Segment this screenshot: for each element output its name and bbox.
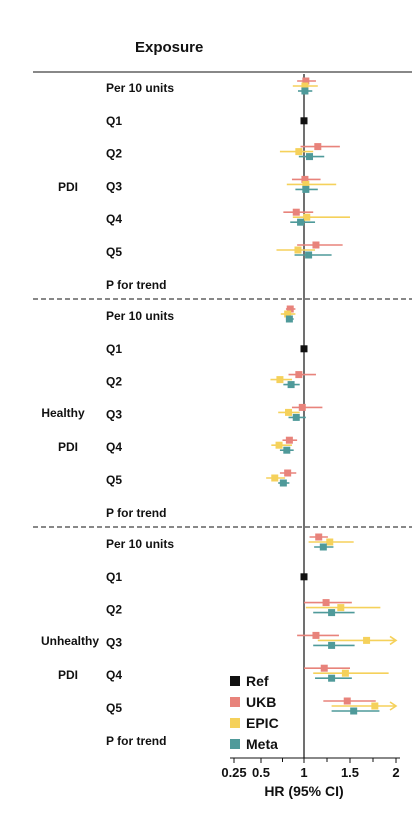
ref-marker [300,345,308,353]
point-estimate-meta [305,251,313,259]
row-label: Q1 [106,114,122,128]
group-label: PDI [58,180,78,194]
x-tick-label: 2 [392,765,399,780]
point-estimate-epic [371,702,379,710]
point-estimate-meta [328,674,336,682]
point-estimate-epic [271,474,279,482]
x-tick-label: 1.5 [341,765,359,780]
legend-label-ref: Ref [246,673,269,689]
row-label: P for trend [106,506,166,520]
point-estimate-epic [295,148,303,156]
row-label: Q1 [106,342,122,356]
point-estimate-ukb [284,469,292,477]
row-label: Q2 [106,603,122,617]
point-estimate-meta [319,543,327,551]
point-estimate-epic [284,310,292,318]
group-label: Healthy [41,406,85,420]
point-estimate-epic [301,82,309,90]
point-estimate-meta [279,479,287,487]
ref-marker [300,117,308,125]
group-label: PDI [58,440,78,454]
point-estimate-epic [363,636,371,644]
point-estimate-meta [301,87,309,95]
ci-arrow-epic [389,701,398,711]
legend-swatch-ukb [230,697,240,707]
point-estimate-ukb [292,208,300,216]
point-estimate-ukb [314,143,322,151]
row-label: P for trend [106,734,166,748]
legend-swatch-meta [230,739,240,749]
point-estimate-epic [337,604,345,612]
column-header-exposure: Exposure [135,39,203,56]
point-estimate-ukb [286,305,294,313]
row-label: Q3 [106,179,122,193]
group-label: Unhealthy [41,634,99,648]
point-estimate-meta [292,413,300,421]
point-estimate-meta [328,609,336,617]
row-label: Q4 [106,440,122,454]
point-estimate-epic [302,180,310,188]
point-estimate-ukb [298,403,306,411]
point-estimate-meta [297,218,305,226]
legend-label-ukb: UKB [246,694,276,710]
point-estimate-ukb [285,436,293,444]
x-tick-label: 0.25 [221,765,246,780]
row-label: Q4 [106,668,122,682]
point-estimate-epic [326,538,334,546]
row-label: Per 10 units [106,537,174,551]
row-label: Q5 [106,701,122,715]
point-estimate-ukb [312,241,320,249]
ci-arrow-epic [389,635,398,646]
point-estimate-ukb [301,175,309,183]
point-estimate-ukb [322,599,330,607]
x-tick-label: 0.5 [252,765,270,780]
row-label: Q2 [106,147,122,161]
point-estimate-meta [287,381,295,389]
point-estimate-ukb [295,371,303,379]
legend-swatch-ref [230,676,240,686]
ref-marker [300,573,308,581]
point-estimate-meta [328,641,336,649]
point-estimate-meta [283,446,291,454]
point-estimate-ukb [320,664,328,672]
row-label: Per 10 units [106,81,174,95]
point-estimate-ukb [343,697,351,705]
legend-label-epic: EPIC [246,715,279,731]
x-tick-label: 1 [300,765,307,780]
row-label: Per 10 units [106,309,174,323]
point-estimate-ukb [315,533,323,541]
row-label: Q4 [106,212,122,226]
point-estimate-epic [276,376,284,384]
point-estimate-epic [303,213,311,221]
x-axis-label: HR (95% CI) [264,783,343,799]
point-estimate-epic [341,669,349,677]
point-estimate-ukb [312,631,320,639]
legend-swatch-epic [230,718,240,728]
point-estimate-meta [285,315,293,323]
point-estimate-epic [294,246,302,254]
group-label: PDI [58,668,78,682]
point-estimate-epic [285,408,293,416]
point-estimate-meta [302,185,310,193]
row-label: Q5 [106,473,122,487]
point-estimate-epic [275,441,283,449]
row-label: Q2 [106,375,122,389]
row-label: Q5 [106,245,122,259]
point-estimate-ukb [302,77,310,85]
row-label: Q3 [106,407,122,421]
row-label: Q3 [106,635,122,649]
legend-label-meta: Meta [246,736,278,752]
point-estimate-meta [306,153,314,161]
row-label: P for trend [106,278,166,292]
row-label: Q1 [106,570,122,584]
point-estimate-meta [350,707,358,715]
